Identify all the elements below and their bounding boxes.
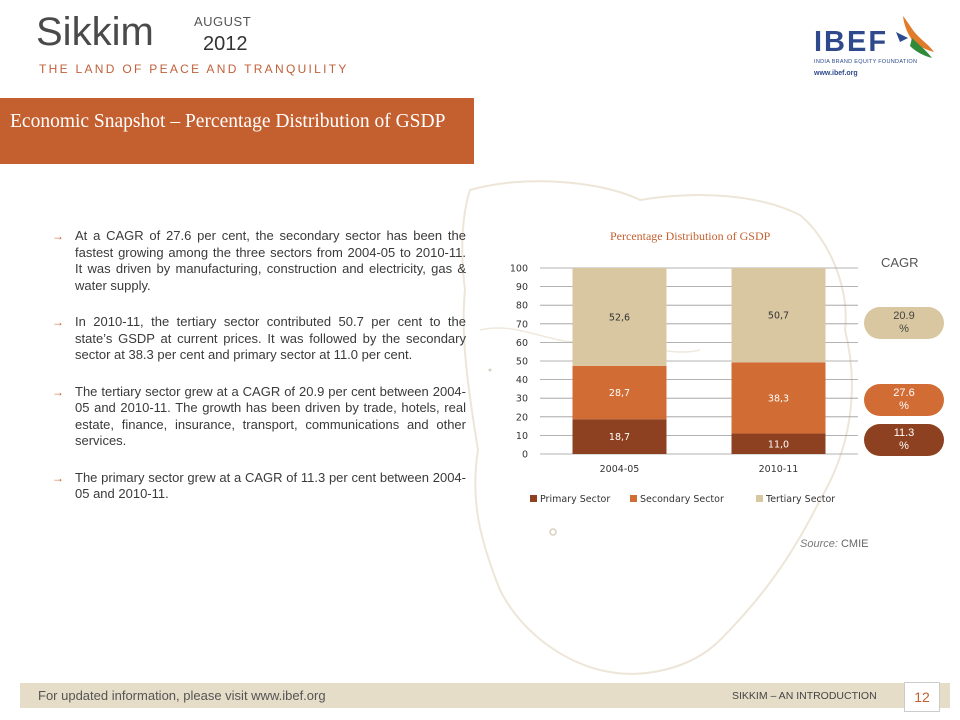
chart-title: Percentage Distribution of GSDP — [610, 229, 771, 243]
legend-swatch — [630, 495, 637, 502]
arrow-right-icon: → — [52, 229, 64, 243]
cagr-primary-badge: 11.3 % — [864, 424, 944, 456]
legend-label: Tertiary Sector — [765, 494, 835, 505]
legend-label: Primary Sector — [540, 494, 610, 505]
source-prefix: Source: — [800, 538, 838, 550]
section-banner: Economic Snapshot – Percentage Distribut… — [0, 98, 474, 164]
footer-bar: For updated information, please visit ww… — [20, 683, 950, 708]
y-tick-label: 40 — [516, 375, 528, 386]
cagr-secondary-value: 27.6 % — [893, 387, 915, 412]
bullet-text: The primary sector grew at a CAGR of 11.… — [75, 469, 466, 502]
header-year: 2012 — [203, 33, 248, 55]
data-label: 50,7 — [768, 311, 789, 322]
legend-label: Secondary Sector — [640, 494, 724, 505]
cagr-primary-value: 11.3 % — [893, 427, 915, 452]
arrow-right-icon: → — [52, 384, 64, 399]
logo-url: www.ibef.org — [814, 70, 858, 77]
page-title: Sikkim — [36, 10, 154, 54]
logo-wordmark: IBEF — [814, 26, 889, 58]
x-tick-label: 2004-05 — [600, 464, 640, 475]
y-tick-label: 90 — [516, 282, 528, 293]
data-label: 38,3 — [768, 393, 789, 404]
bar-segment — [731, 362, 826, 434]
y-tick-label: 60 — [516, 338, 528, 349]
y-tick-label: 30 — [516, 394, 528, 405]
bar-segment — [572, 268, 667, 366]
gsdp-stacked-bar-chart: 0 10 20 30 40 50 60 70 80 90 100 18,7 28,7 52,6 2004-0… — [510, 264, 858, 505]
bullet-text: At a CAGR of 27.6 per cent, the secondar… — [75, 228, 466, 293]
y-tick-label: 80 — [516, 301, 528, 312]
bullet-item: → In 2010-11, the tertiary sector contri… — [52, 314, 466, 364]
header-month: AUGUST — [194, 14, 252, 29]
bar-segment — [572, 419, 667, 454]
data-label: 18,7 — [609, 432, 630, 443]
legend-swatch — [530, 495, 537, 502]
x-tick-label: 2010-11 — [759, 464, 799, 475]
y-tick-label: 0 — [522, 450, 528, 461]
page-number: 12 — [904, 682, 940, 712]
cagr-secondary-badge: 27.6 % — [864, 384, 944, 416]
y-tick-label: 100 — [510, 264, 528, 275]
cagr-tertiary-value: 20.9 % — [893, 310, 915, 335]
footer-link-text[interactable]: For updated information, please visit ww… — [38, 688, 326, 703]
header-tagline: THE LAND OF PEACE AND TRANQUILITY — [39, 62, 349, 76]
y-tick-label: 10 — [516, 431, 528, 442]
arrow-right-icon: → — [52, 315, 64, 329]
section-title: Economic Snapshot – Percentage Distribut… — [10, 111, 446, 132]
y-tick-label: 70 — [516, 319, 528, 330]
arrow-right-icon: → — [52, 470, 64, 485]
bullet-text: In 2010-11, the tertiary sector contribu… — [75, 314, 466, 362]
bar-segment — [572, 365, 667, 420]
bullet-item: → The tertiary sector grew at a CAGR of … — [52, 384, 466, 450]
bar-segment — [731, 433, 826, 454]
data-label: 28,7 — [609, 388, 630, 399]
cagr-label: CAGR — [881, 255, 919, 270]
bullet-item: → The primary sector grew at a CAGR of 1… — [52, 470, 466, 503]
bullet-text: The tertiary sector grew at a CAGR of 20… — [75, 383, 466, 449]
y-tick-label: 20 — [516, 412, 528, 423]
data-label: 11,0 — [768, 439, 789, 450]
source-name: CMIE — [840, 538, 869, 550]
source-note: Source: CMIE — [800, 538, 868, 550]
cagr-tertiary-badge: 20.9 % — [864, 307, 944, 339]
bullet-item: → At a CAGR of 27.6 per cent, the second… — [52, 228, 466, 294]
footer-section-label: SIKKIM – AN INTRODUCTION — [732, 690, 877, 702]
bullet-list: → At a CAGR of 27.6 per cent, the second… — [52, 228, 466, 523]
y-tick-label: 50 — [516, 357, 528, 368]
ibef-logo-icon — [896, 16, 934, 58]
bar-segment — [731, 268, 826, 363]
logo-subtitle: INDIA BRAND EQUITY FOUNDATION — [814, 59, 918, 65]
legend-swatch — [756, 495, 763, 502]
data-label: 52,6 — [609, 312, 630, 323]
